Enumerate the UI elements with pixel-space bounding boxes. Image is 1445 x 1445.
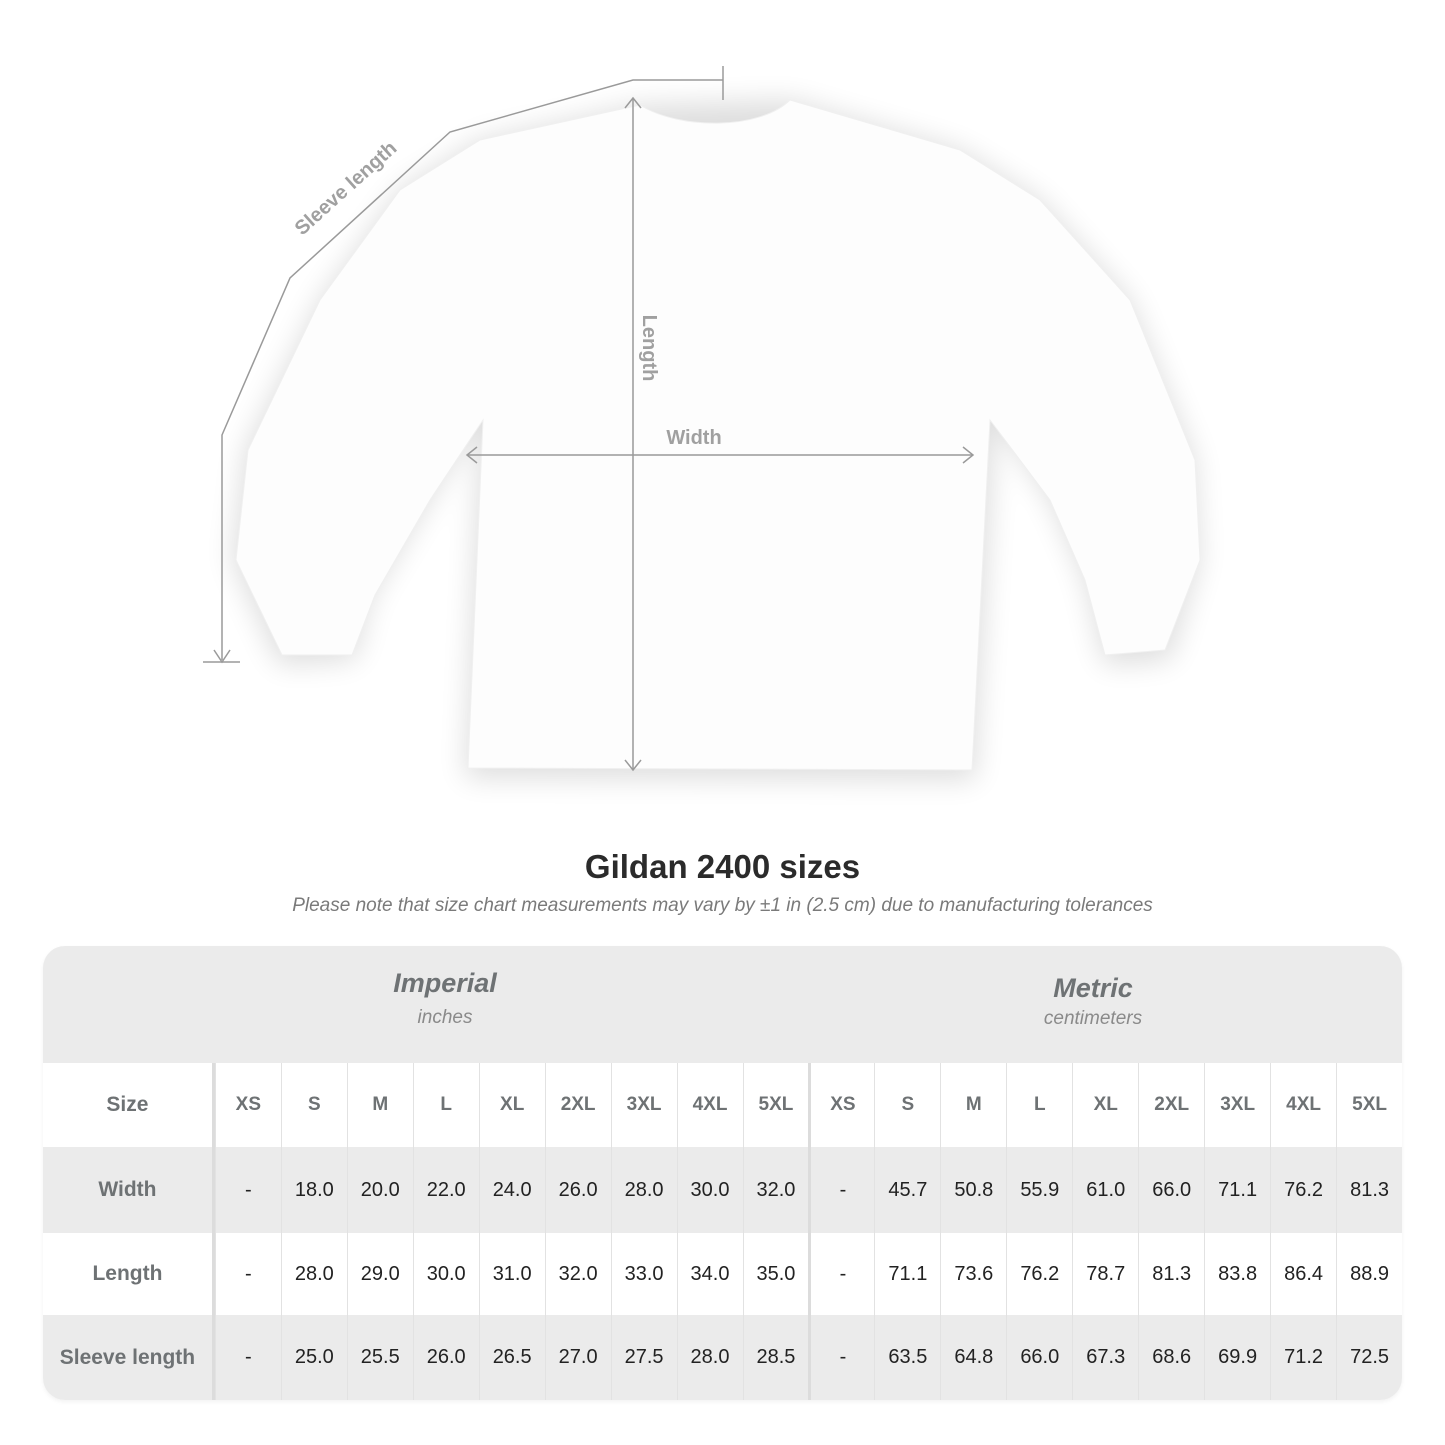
table-cell: 26.5 xyxy=(478,1315,545,1400)
size-header-cell: XS xyxy=(214,1063,281,1147)
table-cell: 18.0 xyxy=(280,1147,347,1233)
table-cell: 32.0 xyxy=(544,1233,611,1315)
table-cell: 66.0 xyxy=(1138,1147,1204,1233)
table-cell: 78.7 xyxy=(1072,1233,1138,1315)
table-cell: 25.0 xyxy=(280,1315,347,1400)
metric-header: Metric centimeters xyxy=(809,973,1377,1030)
table-cell: 29.0 xyxy=(346,1233,413,1315)
row-label: Size xyxy=(43,1063,215,1147)
table-cell: 24.0 xyxy=(478,1147,545,1233)
size-header-cell: 4XL xyxy=(1270,1063,1336,1147)
table-cell: 71.2 xyxy=(1270,1315,1336,1400)
table-cell: 76.2 xyxy=(1270,1147,1336,1233)
table-cell: 26.0 xyxy=(544,1147,611,1233)
table-cell: 73.6 xyxy=(940,1233,1006,1315)
size-header-cell: 3XL xyxy=(610,1063,677,1147)
table-cell: 32.0 xyxy=(742,1147,809,1233)
size-header-cell: 4XL xyxy=(676,1063,743,1147)
length-label: Length xyxy=(638,315,660,382)
table-row: Width -18.0 20.0 22.0 24.0 26.0 28.0 30.0 32.0-4… xyxy=(43,1147,1402,1233)
row-label: Width xyxy=(43,1147,215,1233)
table-cell: 35.0 xyxy=(742,1233,809,1315)
size-header-cell: 2XL xyxy=(544,1063,611,1147)
table-cell: 86.4 xyxy=(1270,1233,1336,1315)
table-cell: 72.5 xyxy=(1336,1315,1402,1400)
table-cell: 28.0 xyxy=(676,1315,743,1400)
metric-title: Metric xyxy=(1053,973,1133,1003)
table-cell: 64.8 xyxy=(940,1315,1006,1400)
size-header-cell: M xyxy=(940,1063,1006,1147)
table-cell: 81.3 xyxy=(1138,1233,1204,1315)
table-cell: - xyxy=(214,1147,281,1233)
table-cell: 83.8 xyxy=(1204,1233,1270,1315)
tolerance-note: Please note that size chart measurements… xyxy=(292,895,1153,916)
table-cell: 55.9 xyxy=(1006,1147,1072,1233)
table-cell: - xyxy=(214,1233,281,1315)
size-header-cell: XL xyxy=(478,1063,545,1147)
table-cell: 71.1 xyxy=(1204,1147,1270,1233)
table-cell: - xyxy=(808,1147,874,1233)
size-header-cell: M xyxy=(346,1063,413,1147)
row-label: Sleeve length xyxy=(43,1315,215,1400)
table-cell: 71.1 xyxy=(874,1233,940,1315)
width-label: Width xyxy=(666,427,721,449)
table-cell: 33.0 xyxy=(610,1233,677,1315)
table-cell: 22.0 xyxy=(412,1147,479,1233)
unit-header-band: Imperial inches Metric centimeters xyxy=(43,946,1402,1063)
size-header-cell: L xyxy=(412,1063,479,1147)
imperial-header: Imperial inches xyxy=(215,968,675,1029)
size-header-cell: 2XL xyxy=(1138,1063,1204,1147)
size-header-cell: S xyxy=(280,1063,347,1147)
table-cell: 28.0 xyxy=(610,1147,677,1233)
table-cell: 27.5 xyxy=(610,1315,677,1400)
metric-unit: centimeters xyxy=(1043,1008,1143,1029)
table-cell: 61.0 xyxy=(1072,1147,1138,1233)
size-header-cell: L xyxy=(1006,1063,1072,1147)
table-cell: 69.9 xyxy=(1204,1315,1270,1400)
table-cell: 25.5 xyxy=(346,1315,413,1400)
size-header-row: Size XS S M L XL 2XL 3XL 4XL 5XL XS S M L XL 2XL 3XL 4XL 5… xyxy=(43,1063,1402,1147)
table-cell: 30.0 xyxy=(676,1147,743,1233)
table-cell: 20.0 xyxy=(346,1147,413,1233)
page-title: Gildan 2400 sizes xyxy=(584,848,861,885)
table-cell: - xyxy=(214,1315,281,1400)
size-header-cell: XL xyxy=(1072,1063,1138,1147)
table-cell: 81.3 xyxy=(1336,1147,1402,1233)
table-cell: 34.0 xyxy=(676,1233,743,1315)
size-header-cell: 5XL xyxy=(1336,1063,1402,1147)
shirt-diagram: Sleeve length Length Width xyxy=(203,66,1201,780)
size-header-cell: 5XL xyxy=(742,1063,809,1147)
table-cell: 76.2 xyxy=(1006,1233,1072,1315)
table-cell: - xyxy=(808,1233,874,1315)
row-label: Length xyxy=(43,1233,215,1315)
size-header-cell: XS xyxy=(808,1063,874,1147)
table-cell: 50.8 xyxy=(940,1147,1006,1233)
table-cell: 28.5 xyxy=(742,1315,809,1400)
table-cell: 68.6 xyxy=(1138,1315,1204,1400)
sleeve-measure-line xyxy=(221,79,723,660)
table-cell: 26.0 xyxy=(412,1315,479,1400)
measure-lines xyxy=(203,66,975,772)
table-cell: 45.7 xyxy=(874,1147,940,1233)
size-header-cell: 3XL xyxy=(1204,1063,1270,1147)
table-cell: 67.3 xyxy=(1072,1315,1138,1400)
table-cell: 88.9 xyxy=(1336,1233,1402,1315)
size-header-cell: S xyxy=(874,1063,940,1147)
table-row: Sleeve length -25.0 25.5 26.0 26.5 27.0 27.5 28… xyxy=(43,1315,1402,1400)
table-cell: 63.5 xyxy=(874,1315,940,1400)
table-cell: 30.0 xyxy=(412,1233,479,1315)
table-row: Length -28.0 29.0 30.0 31.0 32.0 33.0 34.0 35.0-… xyxy=(43,1233,1402,1315)
shirt-body xyxy=(235,99,1201,771)
table-cell: 28.0 xyxy=(280,1233,347,1315)
table-cell: 66.0 xyxy=(1006,1315,1072,1400)
table-cell: - xyxy=(808,1315,874,1400)
imperial-unit: inches xyxy=(417,1007,473,1028)
table-cell: 27.0 xyxy=(544,1315,611,1400)
imperial-title: Imperial xyxy=(393,968,497,998)
table-cell: 31.0 xyxy=(478,1233,545,1315)
size-table: Imperial inches Metric centimeters Size X… xyxy=(43,946,1402,1400)
